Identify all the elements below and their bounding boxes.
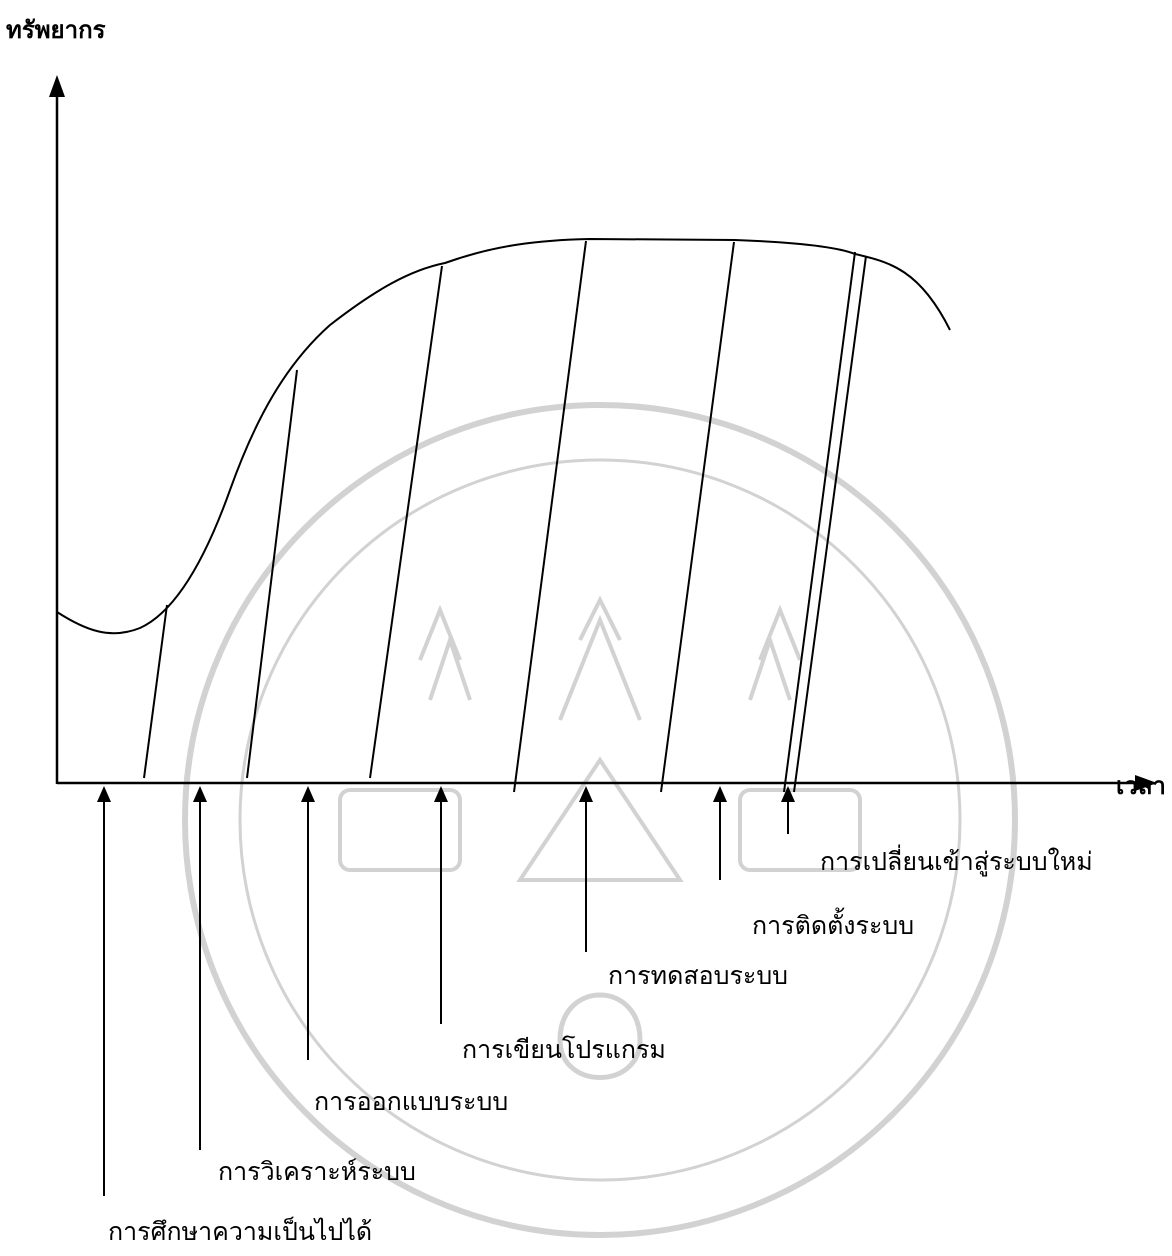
resource-curve bbox=[56, 237, 951, 635]
phase-label-analysis: การวิเคราะห์ระบบ bbox=[218, 1157, 416, 1186]
axes bbox=[49, 75, 1157, 791]
phase-arrow-design bbox=[301, 786, 315, 1060]
divider-line bbox=[793, 255, 867, 793]
divider-line bbox=[143, 604, 168, 779]
x-axis-title: เวลา bbox=[1116, 771, 1166, 800]
phase-dividers bbox=[143, 240, 867, 793]
y-axis-arrowhead bbox=[49, 75, 65, 97]
phase-arrow-installation bbox=[713, 786, 727, 880]
phase-arrow-analysis bbox=[193, 786, 207, 1150]
x-axis-arrowhead bbox=[1135, 775, 1157, 791]
divider-line bbox=[660, 241, 735, 793]
y-axis-title: ทรัพยากร bbox=[6, 15, 106, 44]
divider-line bbox=[783, 251, 856, 793]
divider-line bbox=[246, 369, 298, 779]
phase-arrow-programming bbox=[434, 786, 448, 1024]
phase-arrows bbox=[97, 786, 795, 1196]
phase-arrow-conversion bbox=[781, 786, 795, 834]
phase-label-programming: การเขียนโปรแกรม bbox=[462, 1035, 666, 1064]
phase-arrow-testing bbox=[579, 786, 593, 952]
phase-label-installation: การติดตั้งระบบ bbox=[752, 911, 915, 940]
divider-line bbox=[513, 240, 587, 793]
watermark-seal bbox=[182, 402, 1018, 1238]
phase-label-conversion: การเปลี่ยนเข้าสู่ระบบใหม่ bbox=[820, 847, 1093, 876]
phase-label-feasibility: การศึกษาความเป็นไปได้ bbox=[108, 1217, 373, 1246]
phase-arrow-feasibility bbox=[97, 786, 111, 1196]
phase-label-design: การออกแบบระบบ bbox=[314, 1087, 509, 1116]
phase-label-testing: การทดสอบระบบ bbox=[608, 961, 789, 990]
divider-line bbox=[369, 265, 443, 779]
